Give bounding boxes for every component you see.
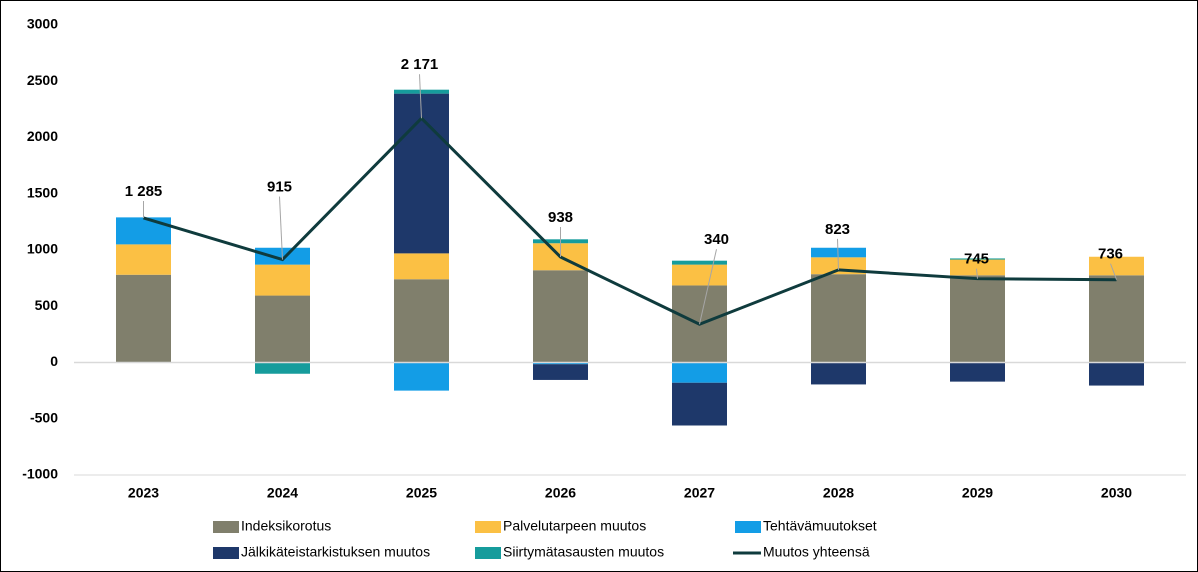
bar-segment (533, 364, 588, 380)
x-tick-label: 2027 (684, 485, 715, 501)
data-label: 736 (1098, 246, 1123, 263)
bar-segment (255, 295, 310, 363)
x-tick-label: 2023 (128, 485, 159, 501)
legend-swatch (735, 521, 761, 533)
data-label: 2 171 (401, 56, 439, 73)
bar-segment (116, 274, 171, 363)
leader-line (279, 196, 283, 260)
bar-segment (811, 247, 866, 258)
x-tick-label: 2028 (823, 485, 854, 501)
leader-line (699, 249, 717, 325)
legend-label: Tehtävämuutokset (763, 518, 877, 534)
y-tick-label: 2000 (27, 128, 58, 144)
bar-segment (672, 260, 727, 265)
bar-segment (811, 274, 866, 363)
y-tick-label: 1500 (27, 184, 58, 200)
legend-swatch (475, 521, 501, 533)
bar-segment (116, 244, 171, 275)
y-tick-label: 0 (50, 353, 58, 369)
legend-label: Indeksikorotus (241, 518, 331, 534)
x-tick-label: 2026 (545, 485, 576, 501)
bar-segment (394, 279, 449, 363)
data-label: 340 (704, 231, 729, 248)
data-label: 938 (548, 209, 573, 226)
legend-label: Palvelutarpeen muutos (503, 518, 646, 534)
bar-segment (672, 362, 727, 383)
bar-segment (255, 362, 310, 374)
data-label: 823 (825, 221, 850, 238)
legend-swatch (213, 521, 239, 533)
bar-segment (394, 89, 449, 94)
bar-segment (672, 264, 727, 286)
y-tick-label: 1000 (27, 241, 58, 257)
x-tick-label: 2030 (1101, 485, 1132, 501)
bar-segment (950, 362, 1005, 382)
x-tick-label: 2024 (267, 485, 298, 501)
line-series (143, 116, 1117, 326)
y-tick-label: 3000 (27, 16, 58, 32)
y-tick-label: 2500 (27, 72, 58, 88)
data-label: 745 (964, 251, 989, 268)
legend-label: Muutos yhteensä (763, 544, 870, 560)
bar-segment (950, 275, 1005, 363)
data-label: 915 (267, 179, 292, 196)
bar-segment (1089, 256, 1144, 276)
x-tick-label: 2029 (962, 485, 993, 501)
bar-segment (672, 382, 727, 426)
bar-segment (1089, 362, 1144, 386)
bar-segment (1089, 275, 1144, 363)
bar-segment (533, 270, 588, 363)
legend-swatch (475, 547, 501, 559)
y-tick-label: -500 (30, 409, 58, 425)
leader-line (1110, 263, 1117, 280)
bar-segment (811, 362, 866, 385)
bar-segment (950, 258, 1005, 260)
bar-segment (116, 217, 171, 245)
x-tick-label: 2025 (406, 485, 437, 501)
bar-segment (533, 362, 588, 365)
legend-swatch (213, 547, 239, 559)
data-label: 1 285 (125, 183, 163, 200)
y-tick-label: 500 (35, 297, 59, 313)
leader-line (837, 238, 839, 270)
legend-label: Siirtymätasausten muutos (503, 544, 664, 560)
leader-line (976, 268, 978, 279)
legend-label: Jälkikäteistarkistuksen muutos (241, 544, 430, 560)
bar-segment (394, 362, 449, 391)
bar-segment (255, 264, 310, 296)
bar-segment (950, 259, 1005, 276)
leader-line (419, 74, 422, 119)
bar-segment (394, 253, 449, 280)
y-tick-label: -1000 (22, 466, 58, 482)
